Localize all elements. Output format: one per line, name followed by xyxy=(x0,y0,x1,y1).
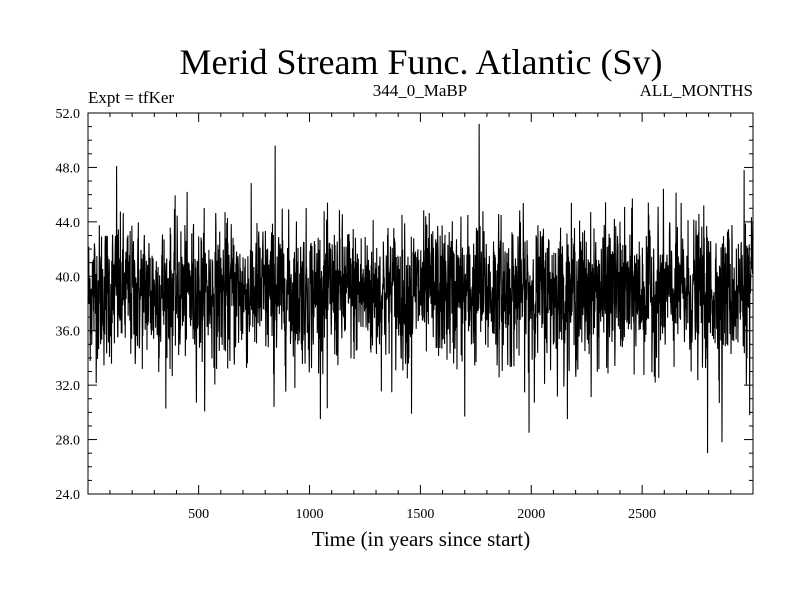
y-tick-label: 52.0 xyxy=(56,107,81,122)
x-axis-label: Time (in years since start) xyxy=(312,527,531,551)
y-tick-label: 48.0 xyxy=(56,161,81,176)
x-tick-label: 2000 xyxy=(517,507,545,522)
period-label: 344_0_MaBP xyxy=(373,81,467,100)
x-tick-label: 1000 xyxy=(296,507,324,522)
y-tick-label: 36.0 xyxy=(56,325,81,340)
y-tick-label: 24.0 xyxy=(56,488,81,503)
y-tick-label: 32.0 xyxy=(56,379,81,394)
y-tick-label: 28.0 xyxy=(56,434,81,449)
y-tick-label: 44.0 xyxy=(56,216,81,231)
x-tick-label: 2500 xyxy=(628,507,656,522)
plot-frame xyxy=(87,112,754,495)
experiment-label: Expt = tfKer xyxy=(88,88,174,107)
months-label: ALL_MONTHS xyxy=(640,81,753,100)
x-tick-label: 500 xyxy=(188,507,209,522)
y-tick-label: 40.0 xyxy=(56,270,81,285)
axis-layer: 24.0 28.0 32.0 36.0 40.0 44.0 48.0 52.0 500 1000 1… xyxy=(56,107,753,522)
series-layer xyxy=(87,123,754,454)
chart-title: Merid Stream Func. Atlantic (Sv) xyxy=(180,42,663,82)
series-line xyxy=(87,123,754,454)
x-tick-label: 1500 xyxy=(406,507,434,522)
